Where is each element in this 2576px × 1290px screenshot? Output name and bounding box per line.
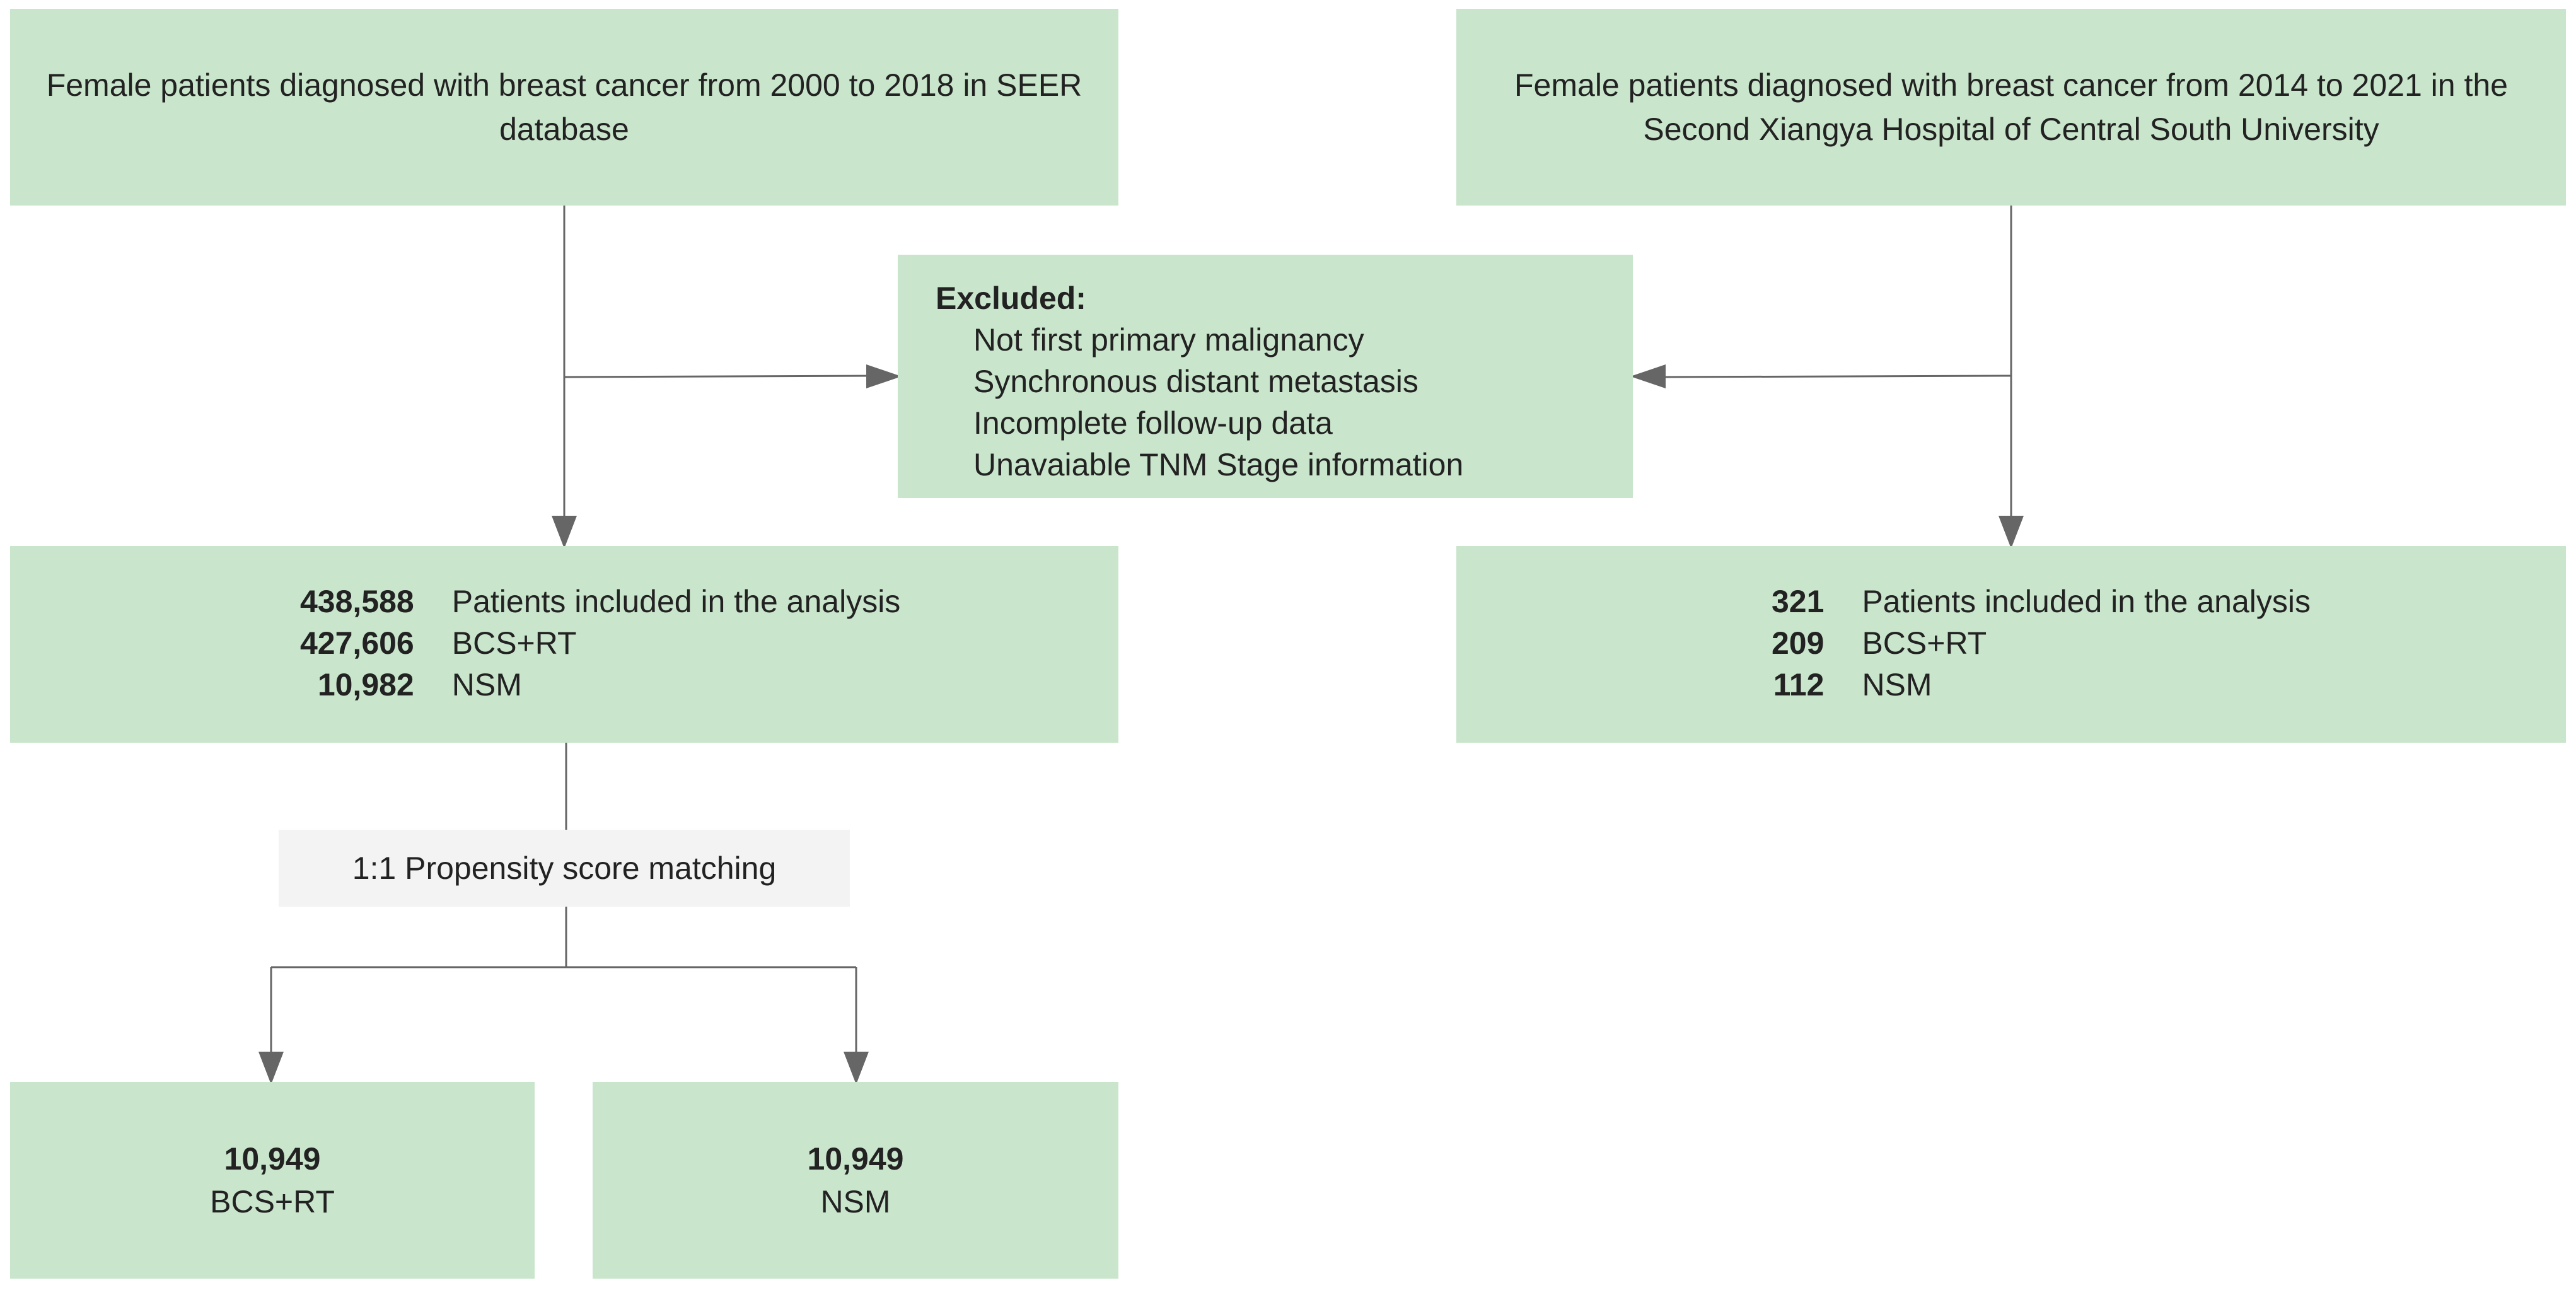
count-number: 321 — [1772, 584, 1825, 619]
seer-counts-box: 438,588 Patients included in the analysi… — [10, 546, 1118, 743]
seer-excluded-line — [564, 375, 877, 378]
count-number: 438,588 — [300, 584, 414, 619]
xiangya-excluded-line — [1664, 375, 2012, 378]
xiangya-excluded-arrowhead — [1630, 364, 1666, 388]
xiangya-source-text: Female patients diagnosed with breast ca… — [1514, 67, 2508, 147]
excluded-item: Not first primary malignancy — [973, 322, 1364, 357]
matching-box: 1:1 Propensity score matching — [279, 830, 850, 907]
seer-counts-grid: 438,588 Patients included in the analysi… — [300, 581, 900, 706]
matched-label: BCS+RT — [210, 1184, 335, 1219]
seer-source-text: Female patients diagnosed with breast ca… — [46, 67, 1082, 147]
matched-count: 10,949 — [224, 1141, 321, 1177]
excluded-item: Synchronous distant metastasis — [973, 364, 1419, 399]
split-right-arrowhead — [844, 1052, 869, 1084]
count-number: 427,606 — [300, 625, 414, 661]
seer-excluded-arrowhead — [866, 364, 902, 388]
count-label: Patients included in the analysis — [1862, 584, 2311, 619]
seer-down-arrowhead — [552, 516, 577, 549]
split-left-arrowhead — [258, 1052, 284, 1084]
excluded-title: Excluded: — [936, 281, 1086, 316]
excluded-item: Unavaiable TNM Stage information — [973, 447, 1464, 482]
matched-label: NSM — [820, 1184, 891, 1219]
excluded-box: Excluded: Not first primary malignancy S… — [898, 255, 1633, 498]
excluded-item: Incomplete follow-up data — [973, 405, 1333, 441]
count-number: 10,982 — [317, 667, 414, 702]
matching-label: 1:1 Propensity score matching — [352, 851, 777, 886]
count-number: 209 — [1772, 625, 1825, 661]
count-label: NSM — [1862, 667, 1932, 702]
count-label: BCS+RT — [451, 625, 577, 661]
seer-source-box: Female patients diagnosed with breast ca… — [10, 9, 1118, 206]
count-label: NSM — [451, 667, 522, 702]
count-label: Patients included in the analysis — [451, 584, 901, 619]
matched-bcs-rt-box: 10,949 BCS+RT — [10, 1082, 535, 1279]
matched-count: 10,949 — [807, 1141, 904, 1177]
xiangya-counts-grid: 321 Patients included in the analysis 20… — [1772, 581, 2311, 706]
count-label: BCS+RT — [1862, 625, 1987, 661]
matched-nsm-box: 10,949 NSM — [593, 1082, 1118, 1279]
xiangya-down-arrowhead — [1999, 516, 2024, 549]
count-number: 112 — [1773, 667, 1825, 702]
xiangya-source-box: Female patients diagnosed with breast ca… — [1456, 9, 2566, 206]
xiangya-counts-box: 321 Patients included in the analysis 20… — [1456, 546, 2566, 743]
